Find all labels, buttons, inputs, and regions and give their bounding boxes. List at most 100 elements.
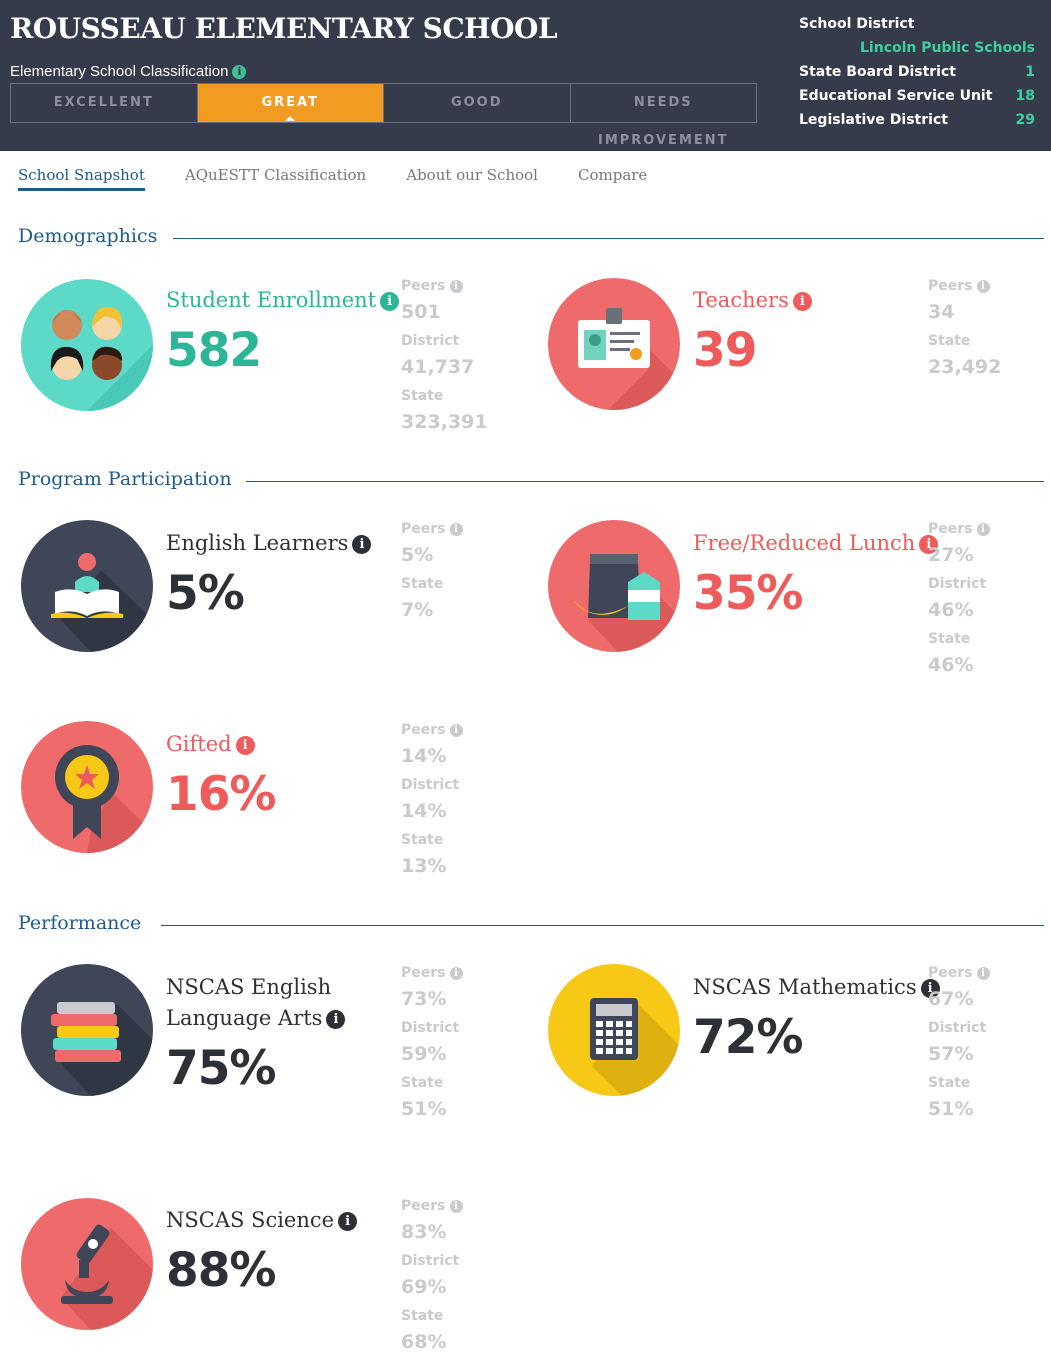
english-learners-comparisons: Peers i 5% State 7%: [401, 521, 463, 631]
state-label: State: [401, 1308, 444, 1324]
section-divider: [246, 481, 1044, 482]
state-label: State: [401, 1075, 444, 1091]
lunch-label: Free/Reduced Lunch: [693, 531, 916, 555]
info-icon[interactable]: i: [792, 292, 812, 311]
science-title: NSCAS Science i: [166, 1205, 358, 1236]
ela-label-line2: Language Arts: [166, 1006, 323, 1030]
ela-comparisons: Peers i 73% District 59% State 51%: [401, 965, 463, 1130]
calculator-icon: [548, 964, 680, 1096]
info-icon[interactable]: i: [449, 724, 463, 737]
state-value: 323,391: [401, 411, 488, 433]
peers-label: Peers i: [928, 278, 1001, 301]
district-value: 14%: [401, 800, 447, 822]
classification-label-text: Elementary School Classification: [10, 63, 229, 80]
state-value: 46%: [928, 654, 974, 676]
tab-about-our-school[interactable]: About our School: [406, 166, 538, 184]
info-icon[interactable]: i: [976, 280, 990, 293]
state-label: State: [401, 832, 444, 848]
esu-value[interactable]: 18: [1015, 88, 1035, 104]
enrollment-value: 582: [166, 323, 262, 378]
state-label: State: [928, 1075, 971, 1091]
math-label: NSCAS Mathematics: [693, 975, 917, 999]
lunch-value: 35%: [693, 566, 803, 621]
info-icon[interactable]: i: [232, 65, 247, 79]
state-value: 51%: [928, 1098, 974, 1120]
math-value: 72%: [693, 1010, 803, 1065]
legislative-value[interactable]: 29: [1015, 112, 1035, 128]
rating-needs-improvement[interactable]: NEEDS IMPROVEMENT: [597, 95, 729, 148]
info-icon[interactable]: i: [338, 1212, 358, 1231]
teachers-label: Teachers: [693, 288, 789, 312]
gifted-value: 16%: [166, 767, 276, 822]
english-learners-label: English Learners: [166, 531, 349, 555]
state-value: 13%: [401, 855, 447, 877]
reader-book-icon: [21, 520, 153, 652]
legislative-label: Legislative District: [799, 112, 948, 128]
state-value: 68%: [401, 1331, 447, 1353]
section-divider: [161, 925, 1044, 926]
rating-excellent[interactable]: EXCELLENT: [11, 84, 198, 122]
peers-label: Peers i: [401, 278, 488, 301]
info-icon[interactable]: i: [976, 967, 990, 980]
rating-good[interactable]: GOOD: [384, 84, 571, 122]
district-label: District: [401, 1020, 460, 1036]
microscope-icon: [21, 1198, 153, 1330]
info-icon[interactable]: i: [326, 1010, 346, 1029]
peers-value: 5%: [401, 544, 434, 566]
section-title-program-participation: Program Participation: [18, 468, 232, 490]
teachers-value: 39: [693, 323, 757, 378]
gifted-title: Gifted i: [166, 729, 255, 760]
district-label: District: [928, 1020, 987, 1036]
state-label: State: [928, 333, 971, 349]
tab-compare[interactable]: Compare: [577, 166, 648, 184]
peers-label: Peers i: [401, 1198, 463, 1221]
peers-label: Peers i: [928, 521, 990, 544]
peers-label: Peers i: [928, 965, 990, 988]
district-label: District: [928, 576, 987, 592]
ela-label-line1: NSCAS English: [166, 975, 332, 999]
students-icon: [21, 279, 153, 411]
peers-value: 73%: [401, 988, 447, 1010]
english-learners-value: 5%: [166, 566, 245, 621]
math-title: NSCAS Mathematics i: [693, 972, 940, 1003]
info-icon[interactable]: i: [352, 535, 372, 554]
section-title-demographics: Demographics: [18, 225, 158, 247]
peers-label: Peers i: [401, 965, 463, 988]
district-value: 57%: [928, 1043, 974, 1065]
school-district-value[interactable]: Lincoln Public Schools: [860, 40, 1035, 56]
info-icon[interactable]: i: [976, 523, 990, 536]
info-icon[interactable]: i: [449, 280, 463, 293]
peers-label: Peers i: [401, 722, 463, 745]
district-value: 46%: [928, 599, 974, 621]
tab-aquestt-classification[interactable]: AQuESTT Classification: [184, 166, 367, 184]
info-icon[interactable]: i: [919, 535, 939, 554]
state-value: 23,492: [928, 356, 1002, 378]
state-label: State: [401, 576, 444, 592]
rating-great-selected[interactable]: GREAT: [197, 84, 384, 122]
math-comparisons: Peers i 67% District 57% State 51%: [928, 965, 990, 1130]
tab-bar: School Snapshot AQuESTT Classification A…: [18, 166, 687, 191]
district-label: District: [401, 333, 460, 349]
peers-value: 67%: [928, 988, 974, 1010]
district-label: District: [401, 1253, 460, 1269]
lunch-comparisons: Peers i 27% District 46% State 46%: [928, 521, 990, 686]
science-label: NSCAS Science: [166, 1208, 335, 1232]
info-icon[interactable]: i: [380, 292, 400, 311]
state-label: State: [928, 631, 971, 647]
state-value: 7%: [401, 599, 434, 621]
state-board-label: State Board District: [799, 64, 956, 80]
state-board-value[interactable]: 1: [1025, 64, 1035, 80]
lunch-title: Free/Reduced Lunch i: [693, 528, 939, 559]
info-icon[interactable]: i: [449, 523, 463, 536]
info-icon[interactable]: i: [449, 1200, 463, 1213]
ela-title: NSCAS English Language Arts i: [166, 972, 346, 1034]
lunch-bag-icon: [548, 520, 680, 652]
tab-school-snapshot[interactable]: School Snapshot: [18, 166, 145, 191]
info-icon[interactable]: i: [235, 736, 255, 755]
peers-value: 34: [928, 301, 955, 323]
info-icon[interactable]: i: [449, 967, 463, 980]
info-icon[interactable]: i: [920, 979, 940, 998]
ela-value: 75%: [166, 1041, 276, 1096]
science-value: 88%: [166, 1243, 276, 1298]
id-badge-icon: [548, 278, 680, 410]
